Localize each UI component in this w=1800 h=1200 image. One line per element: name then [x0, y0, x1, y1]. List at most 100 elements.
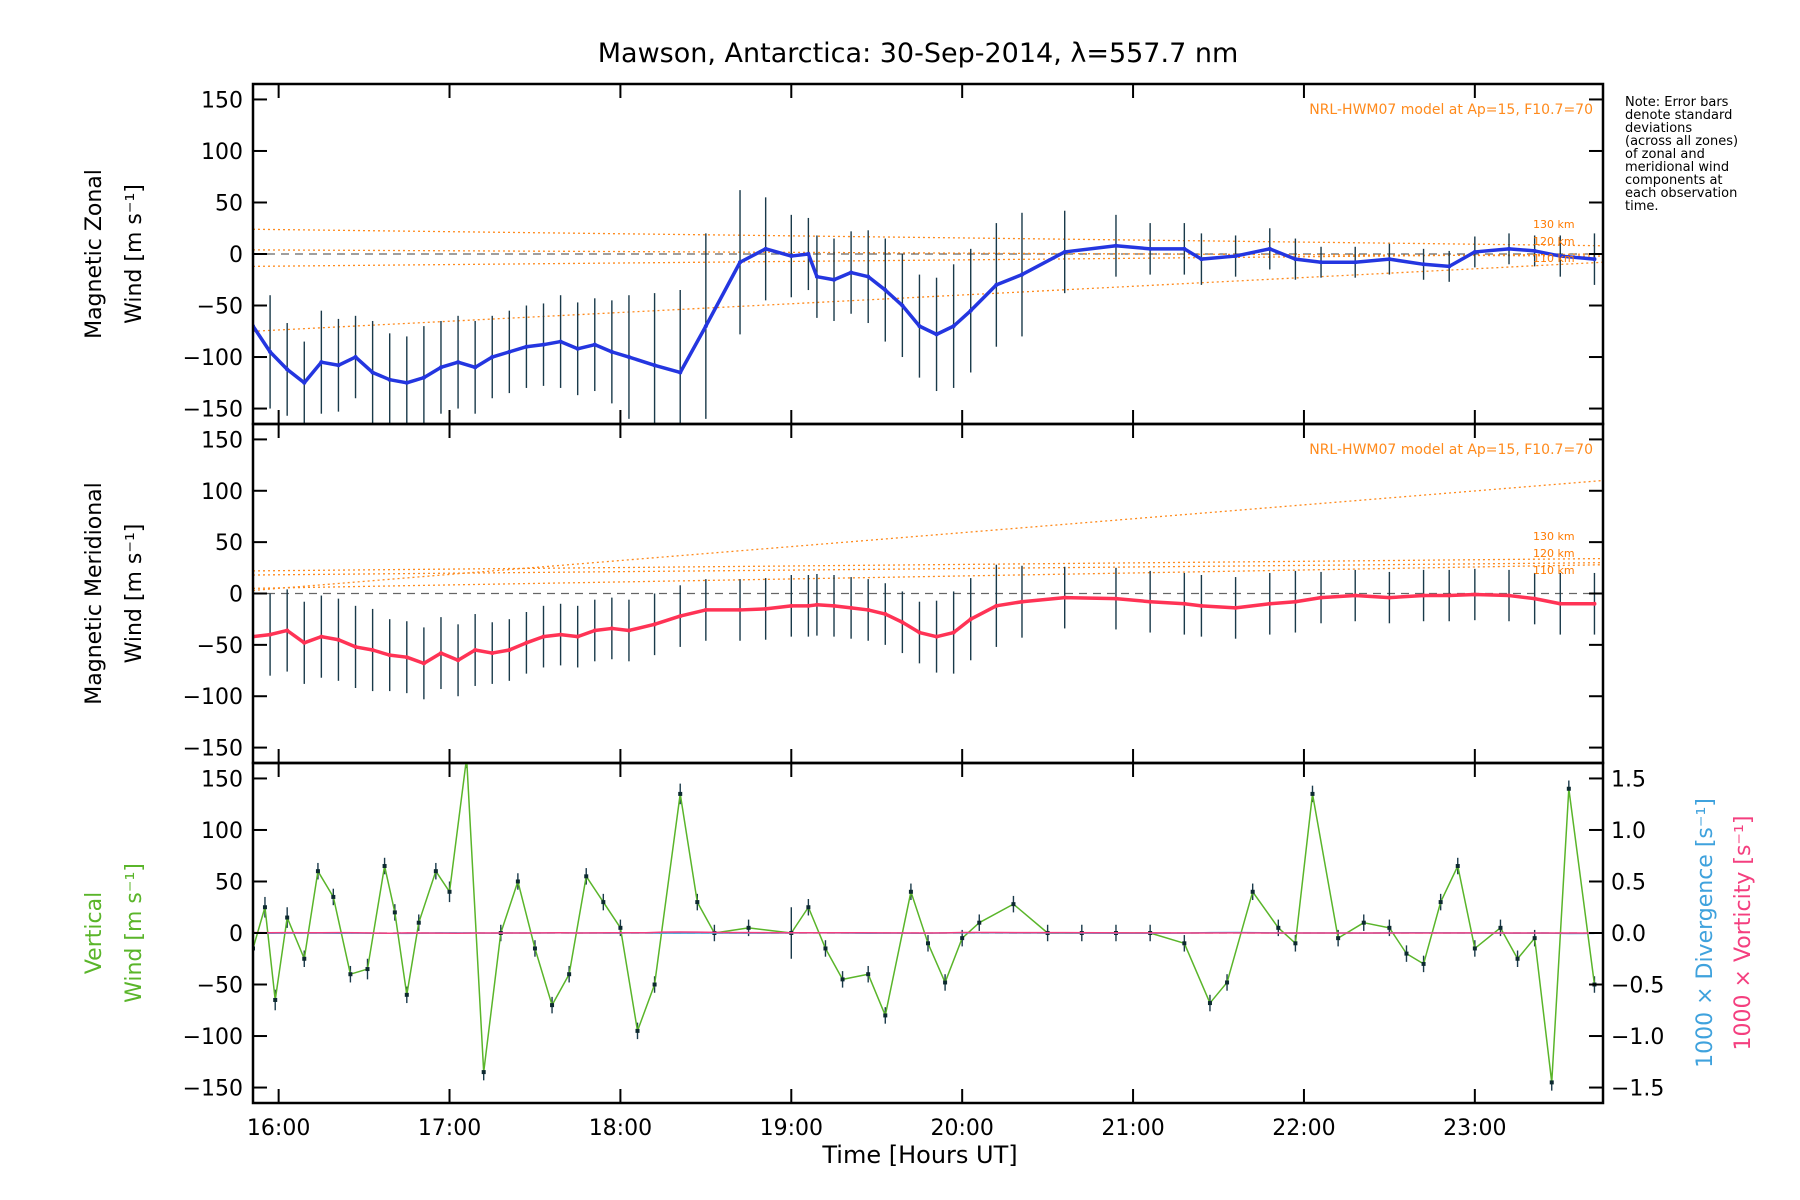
data-point	[370, 370, 375, 375]
model-altitude-label: 130 km	[1533, 218, 1575, 231]
data-point	[584, 874, 589, 879]
y-axis-label: Magnetic Zonal	[82, 169, 107, 339]
data-point	[1472, 592, 1477, 597]
data-point	[738, 260, 743, 265]
x-tick-label: 20:00	[930, 1116, 993, 1141]
data-point	[465, 756, 469, 760]
model-curve	[253, 562, 1603, 576]
data-point	[934, 634, 939, 639]
note-line: each observation	[1625, 186, 1738, 201]
data-point	[1293, 599, 1298, 604]
data-point	[262, 905, 267, 910]
data-point	[1319, 260, 1324, 265]
y2-label-vorticity: 1000 × Vorticity [s⁻¹]	[1731, 816, 1756, 1051]
data-point	[473, 648, 478, 652]
data-point	[473, 365, 478, 370]
y-tick-label: 100	[201, 140, 243, 165]
data-point	[746, 925, 751, 930]
data-point	[392, 910, 397, 915]
chart-title: Mawson, Antarctica: 30-Sep-2014, λ=557.7…	[598, 38, 1239, 69]
data-point	[1566, 786, 1571, 791]
data-point	[1532, 936, 1537, 941]
data-point	[883, 288, 888, 293]
data-point	[917, 324, 922, 329]
model-curve	[253, 228, 1603, 247]
data-point	[1113, 596, 1118, 601]
note-line: Note: Error bars	[1625, 95, 1729, 110]
data-point	[908, 889, 913, 894]
data-point	[1336, 936, 1341, 941]
data-point	[353, 355, 358, 360]
data-point	[951, 324, 956, 329]
data-point	[1062, 595, 1067, 600]
y-tick-label: 0	[229, 922, 243, 947]
data-point	[447, 889, 452, 894]
data-point	[1293, 257, 1298, 262]
data-point	[678, 370, 683, 375]
data-point	[1592, 601, 1597, 606]
data-point	[994, 603, 999, 608]
data-point	[1250, 889, 1255, 894]
model-altitude-label: 120 km	[1533, 547, 1575, 560]
data-point	[1207, 1001, 1212, 1006]
data-point	[1455, 864, 1460, 869]
x-tick-label: 16:00	[247, 1116, 310, 1141]
data-point	[285, 915, 290, 920]
data-point	[421, 661, 426, 666]
y-tick-label: −50	[197, 634, 243, 659]
model-curve	[253, 479, 1603, 592]
data-point	[814, 602, 819, 607]
data-point	[1353, 260, 1358, 265]
data-point	[763, 606, 768, 611]
data-point	[1387, 257, 1392, 262]
series-line	[253, 244, 1595, 385]
data-point	[678, 791, 683, 796]
data-point	[515, 879, 520, 884]
data-point	[319, 360, 324, 365]
y-tick-label: −150	[183, 737, 243, 762]
x-tick-label: 23:00	[1443, 1116, 1506, 1141]
x-tick-label: 22:00	[1272, 1116, 1335, 1141]
data-point	[934, 332, 939, 337]
data-point	[1182, 941, 1187, 946]
data-point	[618, 925, 623, 930]
data-point	[900, 303, 905, 308]
data-point	[823, 946, 828, 951]
data-point	[968, 308, 973, 313]
data-point	[268, 632, 273, 637]
data-point	[1011, 902, 1016, 907]
data-point	[1404, 951, 1409, 956]
data-point	[960, 936, 965, 941]
data-point	[1447, 264, 1452, 269]
data-point	[609, 626, 614, 631]
data-point	[806, 905, 811, 910]
data-point	[575, 346, 580, 351]
data-point	[421, 375, 426, 380]
data-point	[703, 324, 708, 329]
series-line	[253, 931, 1595, 935]
data-point	[404, 655, 409, 660]
data-point	[1267, 246, 1272, 251]
data-point	[1267, 601, 1272, 606]
y-tick-label: −100	[183, 685, 243, 710]
data-point	[832, 603, 837, 608]
data-point	[541, 634, 546, 639]
data-point	[806, 252, 811, 256]
data-point	[1472, 946, 1477, 951]
note-line: of zonal and	[1625, 147, 1705, 162]
data-point	[302, 956, 307, 961]
data-point	[951, 630, 956, 635]
y-tick-label: 50	[215, 531, 243, 556]
data-point	[849, 605, 854, 610]
data-point	[883, 1013, 888, 1018]
data-point	[1319, 595, 1324, 600]
data-point	[1233, 605, 1238, 610]
data-point	[404, 992, 409, 997]
data-point	[626, 628, 631, 633]
data-point	[268, 349, 273, 354]
data-point	[524, 640, 529, 645]
data-point	[567, 972, 572, 977]
data-point	[592, 342, 597, 347]
data-point	[866, 972, 871, 977]
